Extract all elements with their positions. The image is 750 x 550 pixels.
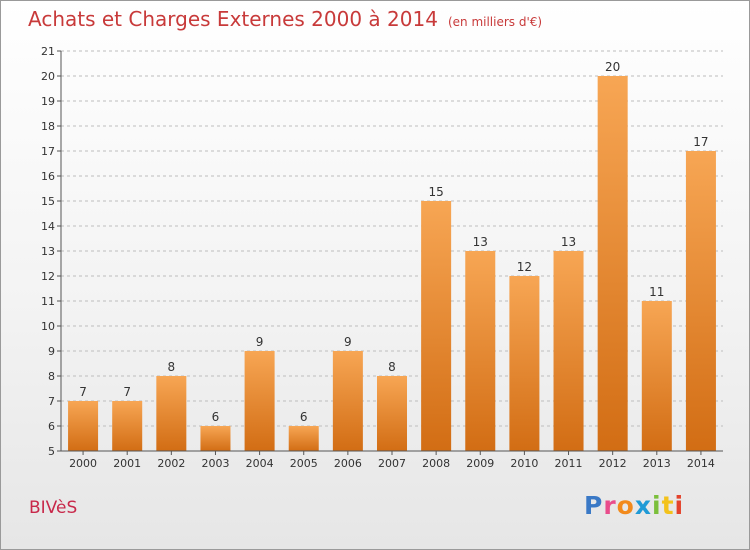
y-tick-label: 20 [41,70,55,83]
bar [685,151,716,451]
logo-letter: r [603,491,617,520]
bar-value-label: 12 [517,260,532,274]
bar [112,401,143,451]
bar [156,376,187,451]
y-tick-label: 17 [41,145,55,158]
bar-value-label: 20 [605,60,620,74]
bar [200,426,231,451]
x-tick-label: 2005 [290,457,318,470]
y-tick-label: 16 [41,170,55,183]
x-tick-label: 2011 [555,457,583,470]
bar-value-label: 7 [123,385,131,399]
x-tick-label: 2007 [378,457,406,470]
bar [68,401,99,451]
y-tick-label: 18 [41,120,55,133]
y-tick-label: 5 [48,445,55,458]
chart-unit-note: (en milliers d'€) [447,15,543,29]
bar [553,251,584,451]
bar-value-label: 8 [168,360,176,374]
logo-letter: o [616,491,635,520]
x-tick-label: 2008 [422,457,450,470]
bar-value-label: 9 [256,335,264,349]
bar [288,426,319,451]
bar-value-label: 9 [344,335,352,349]
x-axis: 2000 2001 2002 2003 2004 2005 2006 2007 2008 2009… [61,450,723,470]
proxiti-logo: Proxiti [584,491,684,520]
bar [421,201,452,451]
x-tick-label: 2010 [510,457,538,470]
y-tick-label: 21 [41,45,55,58]
bar-value-label: 6 [212,410,220,424]
y-axis: 5 6 7 8 9 10 11 12 13 14 15 16 17 18 19 20 21 [41,45,62,458]
x-tick-label: 2013 [643,457,671,470]
x-tick-label: 2006 [334,457,362,470]
bar [332,351,363,451]
bar-value-label: 6 [300,410,308,424]
x-tick-label: 2000 [69,457,97,470]
bar-value-label: 17 [693,135,708,149]
bar [641,301,672,451]
logo-letter: t [661,491,675,520]
bar-value-label: 13 [561,235,576,249]
y-tick-label: 6 [48,420,55,433]
bars: 7 7 8 6 9 6 9 8 15 13 12 13 20 11 17 [68,60,716,451]
x-tick-label: 2009 [466,457,494,470]
y-tick-label: 7 [48,395,55,408]
bar [244,351,275,451]
y-tick-label: 9 [48,345,55,358]
bar [465,251,496,451]
y-tick-label: 15 [41,195,55,208]
logo-letter: i [674,491,685,520]
bar [376,376,408,451]
bar-value-label: 15 [428,185,443,199]
x-tick-label: 2012 [599,457,627,470]
y-tick-label: 11 [41,295,55,308]
bar-value-label: 11 [649,285,664,299]
bar [597,76,628,451]
logo-letter: i [652,491,662,520]
bar [509,276,540,451]
commune-name: BIVèS [29,498,78,518]
bar-value-label: 7 [79,385,87,399]
y-tick-label: 8 [48,370,55,383]
logo-letter: P [584,491,604,520]
x-tick-label: 2002 [157,457,185,470]
x-tick-label: 2004 [246,457,274,470]
y-tick-label: 14 [41,220,55,233]
x-tick-label: 2014 [687,457,715,470]
chart-title-text: Achats et Charges Externes 2000 à 2014 [28,7,438,31]
logo-letter: x [634,491,652,520]
y-tick-label: 12 [41,270,55,283]
y-tick-label: 10 [41,320,55,333]
bar-value-label: 13 [473,235,488,249]
y-tick-label: 19 [41,95,55,108]
x-tick-label: 2001 [113,457,141,470]
chart-title: Achats et Charges Externes 2000 à 2014 (e… [28,7,542,31]
x-tick-label: 2003 [201,457,229,470]
bar-value-label: 8 [388,360,396,374]
y-tick-label: 13 [41,245,55,258]
